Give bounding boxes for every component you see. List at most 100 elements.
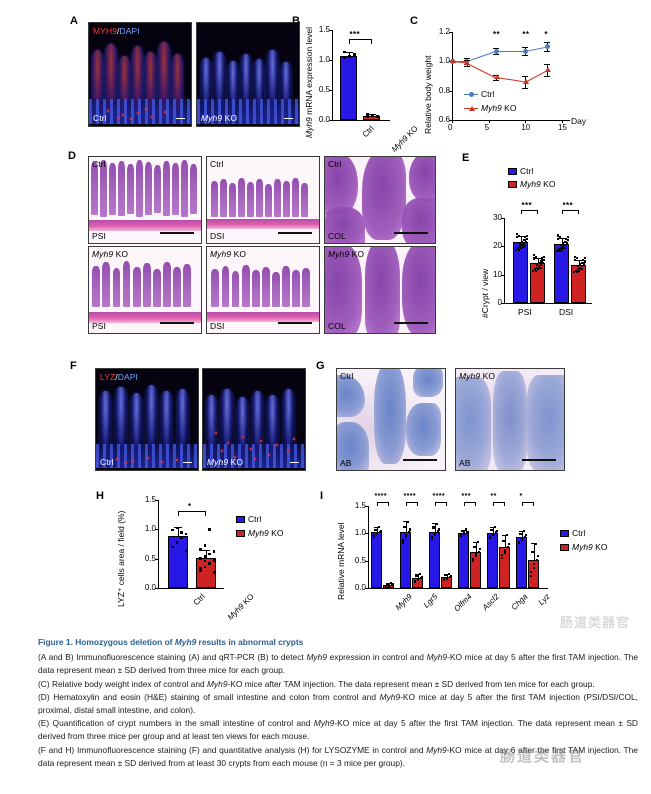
panel-e-data-point	[564, 237, 568, 240]
panel-e-data-point	[559, 249, 562, 253]
panel-e-chart: #Crypt / view 0 10 20 30 PSI *** DSI *** Ctrl Myh…	[470, 160, 645, 335]
panel-c-y-tick: 0.8	[438, 85, 450, 95]
panel-i-data-point	[518, 540, 521, 543]
panel-i-data-point	[489, 535, 492, 538]
panel-i-data-point	[414, 579, 417, 582]
panel-e-error-cap	[574, 259, 583, 261]
panel-b-x-tick-label: Myh9 KO	[389, 124, 420, 154]
panel-e-data-point	[579, 263, 582, 266]
panel-h-data-point	[184, 532, 188, 536]
panel-h-data-point	[199, 566, 202, 570]
panel-e-bar-dsi-ctrl	[554, 243, 569, 303]
panel-b-data-point	[366, 113, 369, 116]
panel-c-x-tickmark	[562, 120, 563, 123]
panel-h-significance-label: *	[188, 502, 192, 511]
panel-d-group-label: Ctrl	[328, 159, 342, 169]
panel-i-data-point	[524, 535, 527, 539]
panel-i-data-point	[388, 584, 391, 587]
panel-h-y-tickmark	[155, 500, 158, 501]
panel-i-error-cap	[518, 530, 525, 532]
panel-e-data-point	[514, 248, 517, 251]
panel-h-data-point	[208, 552, 211, 556]
panel-h-error-bar	[178, 526, 179, 537]
panel-e-data-point	[534, 255, 537, 258]
panel-letter-a: A	[70, 15, 78, 27]
panel-b-data-point	[343, 50, 346, 54]
panel-e-y-tickmark	[501, 274, 504, 276]
panel-i-data-point	[434, 532, 437, 535]
panel-h-x-tick-label: Myh9 KO	[225, 592, 256, 622]
panel-h-bar-ctrl	[168, 536, 188, 588]
panel-i-data-point	[517, 542, 520, 545]
panel-i-data-point	[391, 583, 394, 586]
panel-i-data-point	[373, 534, 376, 537]
panel-i-legend: Ctrl Myh9 KO	[560, 528, 607, 556]
panel-i-bar-lyz-myh9-ko	[528, 560, 539, 588]
panel-e-data-point	[522, 245, 525, 248]
panel-b-y-tick: 1.0	[318, 55, 330, 64]
panel-e-data-point	[526, 234, 529, 237]
panel-i-error-cap	[530, 543, 537, 545]
panel-i-legend-swatch	[560, 543, 569, 551]
panel-i-data-point	[402, 538, 405, 541]
panel-i-data-point	[435, 522, 438, 525]
panel-e-data-point	[563, 246, 566, 250]
panel-h-legend: Ctrl Myh9 KO	[236, 514, 283, 542]
panel-c-data-point-myh9-ko	[493, 74, 500, 80]
stain-red-label: MYH9	[93, 26, 118, 36]
scale-bar	[183, 461, 192, 463]
panel-i-data-point	[478, 548, 481, 551]
panel-i-error-cap	[489, 527, 496, 529]
fluorescence-texture	[197, 23, 299, 126]
panel-i-data-point	[473, 545, 476, 549]
panel-i-data-point	[524, 534, 527, 537]
panel-e-data-point	[563, 243, 567, 246]
panel-i-error-cap	[472, 542, 479, 544]
stain-blue-label: DAPI	[119, 26, 140, 36]
panel-b-data-point	[343, 56, 346, 60]
panel-i-data-point	[386, 582, 389, 586]
panel-c-error-cap	[522, 55, 529, 57]
panel-d-region-label: COL	[328, 321, 346, 331]
panel-h-data-point	[180, 530, 183, 534]
panel-c-line-segment	[495, 77, 526, 83]
panel-i-data-point	[417, 577, 420, 580]
panel-i-data-point	[503, 551, 506, 554]
panel-c-significance-label: **	[493, 30, 501, 39]
panel-b-bar-ctrl	[340, 55, 357, 120]
scale-bar	[278, 322, 312, 324]
panel-e-x-tick-label: DSI	[559, 307, 574, 317]
panel-e-data-point	[584, 257, 587, 260]
panel-i-data-point	[507, 542, 510, 546]
he-colon-texture	[325, 157, 435, 243]
panel-e-data-point	[525, 240, 528, 243]
panel-i-x-tick-label: Ascl2	[480, 592, 501, 613]
panel-c-x-tick: 0	[448, 123, 453, 132]
panel-i-x-tick-label: Lgr5	[421, 592, 440, 610]
fluorescence-texture	[96, 369, 198, 470]
panel-i-data-point	[403, 525, 406, 528]
panel-e-data-point	[538, 262, 541, 265]
panel-i-bar-chga-ctrl	[487, 532, 498, 588]
panel-i-significance-label: ****	[374, 493, 387, 500]
panel-e-data-point	[517, 234, 520, 237]
panel-i-data-point	[460, 533, 463, 537]
panel-i-y-tick: 0.0	[354, 583, 366, 592]
panel-c-error-cap	[544, 76, 551, 77]
panel-i-data-point	[471, 559, 474, 563]
panel-f-image-ko: Myh9 KO	[202, 368, 306, 471]
panel-h-chart: LYZ⁺ cells area / field (%) 0.0 0.5 1.0 1.5…	[110, 492, 310, 622]
panel-e-data-point	[567, 235, 570, 239]
panel-e-significance-label: ***	[562, 201, 574, 210]
panel-h-significance-bracket	[178, 511, 206, 516]
panel-i-error-cap	[431, 523, 438, 525]
panel-h-error-cap	[202, 550, 210, 552]
panel-i-data-point	[405, 533, 408, 536]
panel-h-error-bar	[206, 550, 207, 559]
panel-i-y-tickmark	[365, 588, 368, 589]
panel-d-group-label: Myh9 KO	[210, 249, 247, 259]
panel-d-region-label: PSI	[92, 321, 107, 331]
panel-e-data-point	[531, 269, 534, 272]
panel-h-data-point	[203, 559, 207, 563]
panel-d-tile-ctrl-dsi: Ctrl DSI	[206, 156, 320, 244]
